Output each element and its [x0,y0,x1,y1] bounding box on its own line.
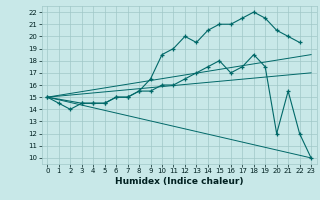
X-axis label: Humidex (Indice chaleur): Humidex (Indice chaleur) [115,177,244,186]
